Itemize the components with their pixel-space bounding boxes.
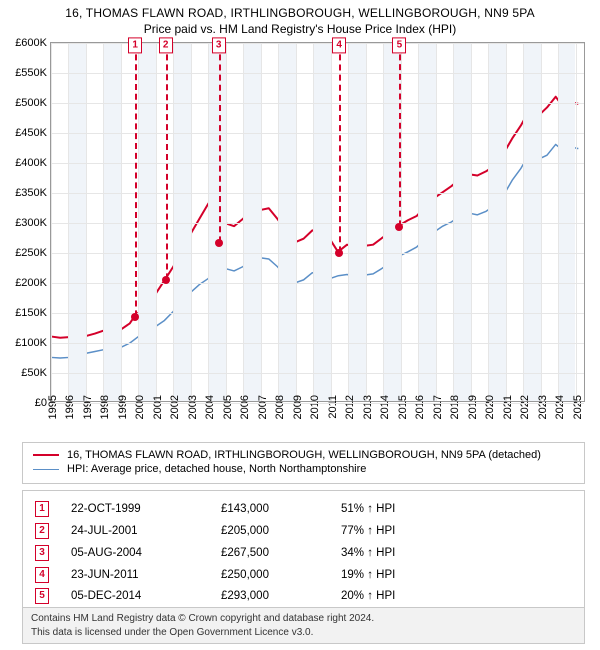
legend-box: 16, THOMAS FLAWN ROAD, IRTHLINGBOROUGH, … (22, 442, 585, 484)
x-tick-label: 1996 (64, 395, 76, 419)
x-tick-label: 2020 (484, 395, 496, 419)
y-tick-label: £500K (5, 97, 47, 109)
sale-index-box: 2 (35, 523, 49, 539)
x-tick-label: 2005 (222, 395, 234, 419)
sale-date: 24-JUL-2001 (71, 521, 221, 543)
x-tick-label: 2016 (414, 395, 426, 419)
x-tick-label: 1997 (82, 395, 94, 419)
sale-price: £250,000 (221, 565, 341, 587)
chart-title-address: 16, THOMAS FLAWN ROAD, IRTHLINGBOROUGH, … (0, 0, 600, 20)
sale-delta: 51% ↑ HPI (341, 499, 395, 521)
chart-container: 16, THOMAS FLAWN ROAD, IRTHLINGBOROUGH, … (0, 0, 600, 650)
x-tick-label: 2002 (169, 395, 181, 419)
sale-row: 5 05-DEC-2014£293,00020% ↑ HPI (35, 586, 572, 608)
x-tick-label: 2009 (292, 395, 304, 419)
sale-index-box: 3 (35, 545, 49, 561)
sale-row: 1 22-OCT-1999£143,00051% ↑ HPI (35, 499, 572, 521)
sale-delta: 19% ↑ HPI (341, 565, 395, 587)
x-tick-label: 2025 (572, 395, 584, 419)
x-tick-label: 2017 (432, 395, 444, 419)
x-tick-label: 2000 (134, 395, 146, 419)
x-tick-label: 2010 (309, 395, 321, 419)
sale-index-box: 1 (35, 501, 49, 517)
y-tick-label: £600K (5, 37, 47, 49)
chart-plot-area: 1995199619971998199920002001200220032004… (50, 42, 585, 402)
sale-delta: 77% ↑ HPI (341, 521, 395, 543)
sale-date: 23-JUN-2011 (71, 565, 221, 587)
x-tick-label: 1995 (47, 395, 59, 419)
footer-licence: Contains HM Land Registry data © Crown c… (22, 607, 585, 644)
sale-price: £205,000 (221, 521, 341, 543)
event-marker: 4 (332, 37, 346, 53)
sale-price: £143,000 (221, 499, 341, 521)
y-tick-label: £150K (5, 307, 47, 319)
chart-subtitle: Price paid vs. HM Land Registry's House … (0, 20, 600, 36)
y-tick-label: £100K (5, 337, 47, 349)
x-tick-label: 2013 (362, 395, 374, 419)
sale-price: £267,500 (221, 543, 341, 565)
x-tick-label: 2001 (152, 395, 164, 419)
sale-row: 3 05-AUG-2004£267,50034% ↑ HPI (35, 543, 572, 565)
y-tick-label: £350K (5, 187, 47, 199)
sale-row: 2 24-JUL-2001£205,00077% ↑ HPI (35, 521, 572, 543)
y-tick-label: £250K (5, 247, 47, 259)
x-tick-label: 2022 (519, 395, 531, 419)
event-marker: 2 (159, 37, 173, 53)
y-tick-label: £50K (5, 367, 47, 379)
x-tick-label: 2014 (379, 395, 391, 419)
event-marker: 5 (392, 37, 406, 53)
sale-delta: 34% ↑ HPI (341, 543, 395, 565)
sale-delta: 20% ↑ HPI (341, 586, 395, 608)
y-tick-label: £450K (5, 127, 47, 139)
x-tick-label: 2015 (397, 395, 409, 419)
x-tick-label: 2023 (537, 395, 549, 419)
x-tick-label: 2018 (449, 395, 461, 419)
x-tick-label: 2011 (327, 395, 339, 419)
x-tick-label: 2006 (239, 395, 251, 419)
legend-item: 16, THOMAS FLAWN ROAD, IRTHLINGBOROUGH, … (33, 449, 574, 461)
x-tick-label: 2003 (187, 395, 199, 419)
x-tick-label: 2021 (502, 395, 514, 419)
legend-label: 16, THOMAS FLAWN ROAD, IRTHLINGBOROUGH, … (67, 449, 541, 461)
y-tick-label: £300K (5, 217, 47, 229)
footer-line2: This data is licensed under the Open Gov… (31, 626, 576, 640)
sale-date: 05-DEC-2014 (71, 586, 221, 608)
x-tick-label: 2004 (204, 395, 216, 419)
event-marker: 1 (128, 37, 142, 53)
sale-index-box: 4 (35, 567, 49, 583)
x-tick-label: 2012 (344, 395, 356, 419)
y-tick-label: £400K (5, 157, 47, 169)
sale-row: 4 23-JUN-2011£250,00019% ↑ HPI (35, 565, 572, 587)
event-marker: 3 (212, 37, 226, 53)
x-tick-label: 2024 (554, 395, 566, 419)
x-tick-label: 1998 (99, 395, 111, 419)
x-tick-label: 2008 (274, 395, 286, 419)
sale-index-box: 5 (35, 588, 49, 604)
footer-line1: Contains HM Land Registry data © Crown c… (31, 612, 576, 626)
legend-label: HPI: Average price, detached house, Nort… (67, 463, 366, 475)
x-tick-label: 1999 (117, 395, 129, 419)
sales-table: 1 22-OCT-1999£143,00051% ↑ HPI 2 24-JUL-200… (22, 490, 585, 615)
x-tick-label: 2007 (257, 395, 269, 419)
sale-date: 22-OCT-1999 (71, 499, 221, 521)
y-tick-label: £200K (5, 277, 47, 289)
x-tick-label: 2019 (467, 395, 479, 419)
y-tick-label: £0 (5, 397, 47, 409)
sale-price: £293,000 (221, 586, 341, 608)
sale-date: 05-AUG-2004 (71, 543, 221, 565)
legend-item: HPI: Average price, detached house, Nort… (33, 463, 574, 475)
legend-swatch (33, 469, 59, 470)
y-tick-label: £550K (5, 67, 47, 79)
legend-swatch (33, 454, 59, 456)
